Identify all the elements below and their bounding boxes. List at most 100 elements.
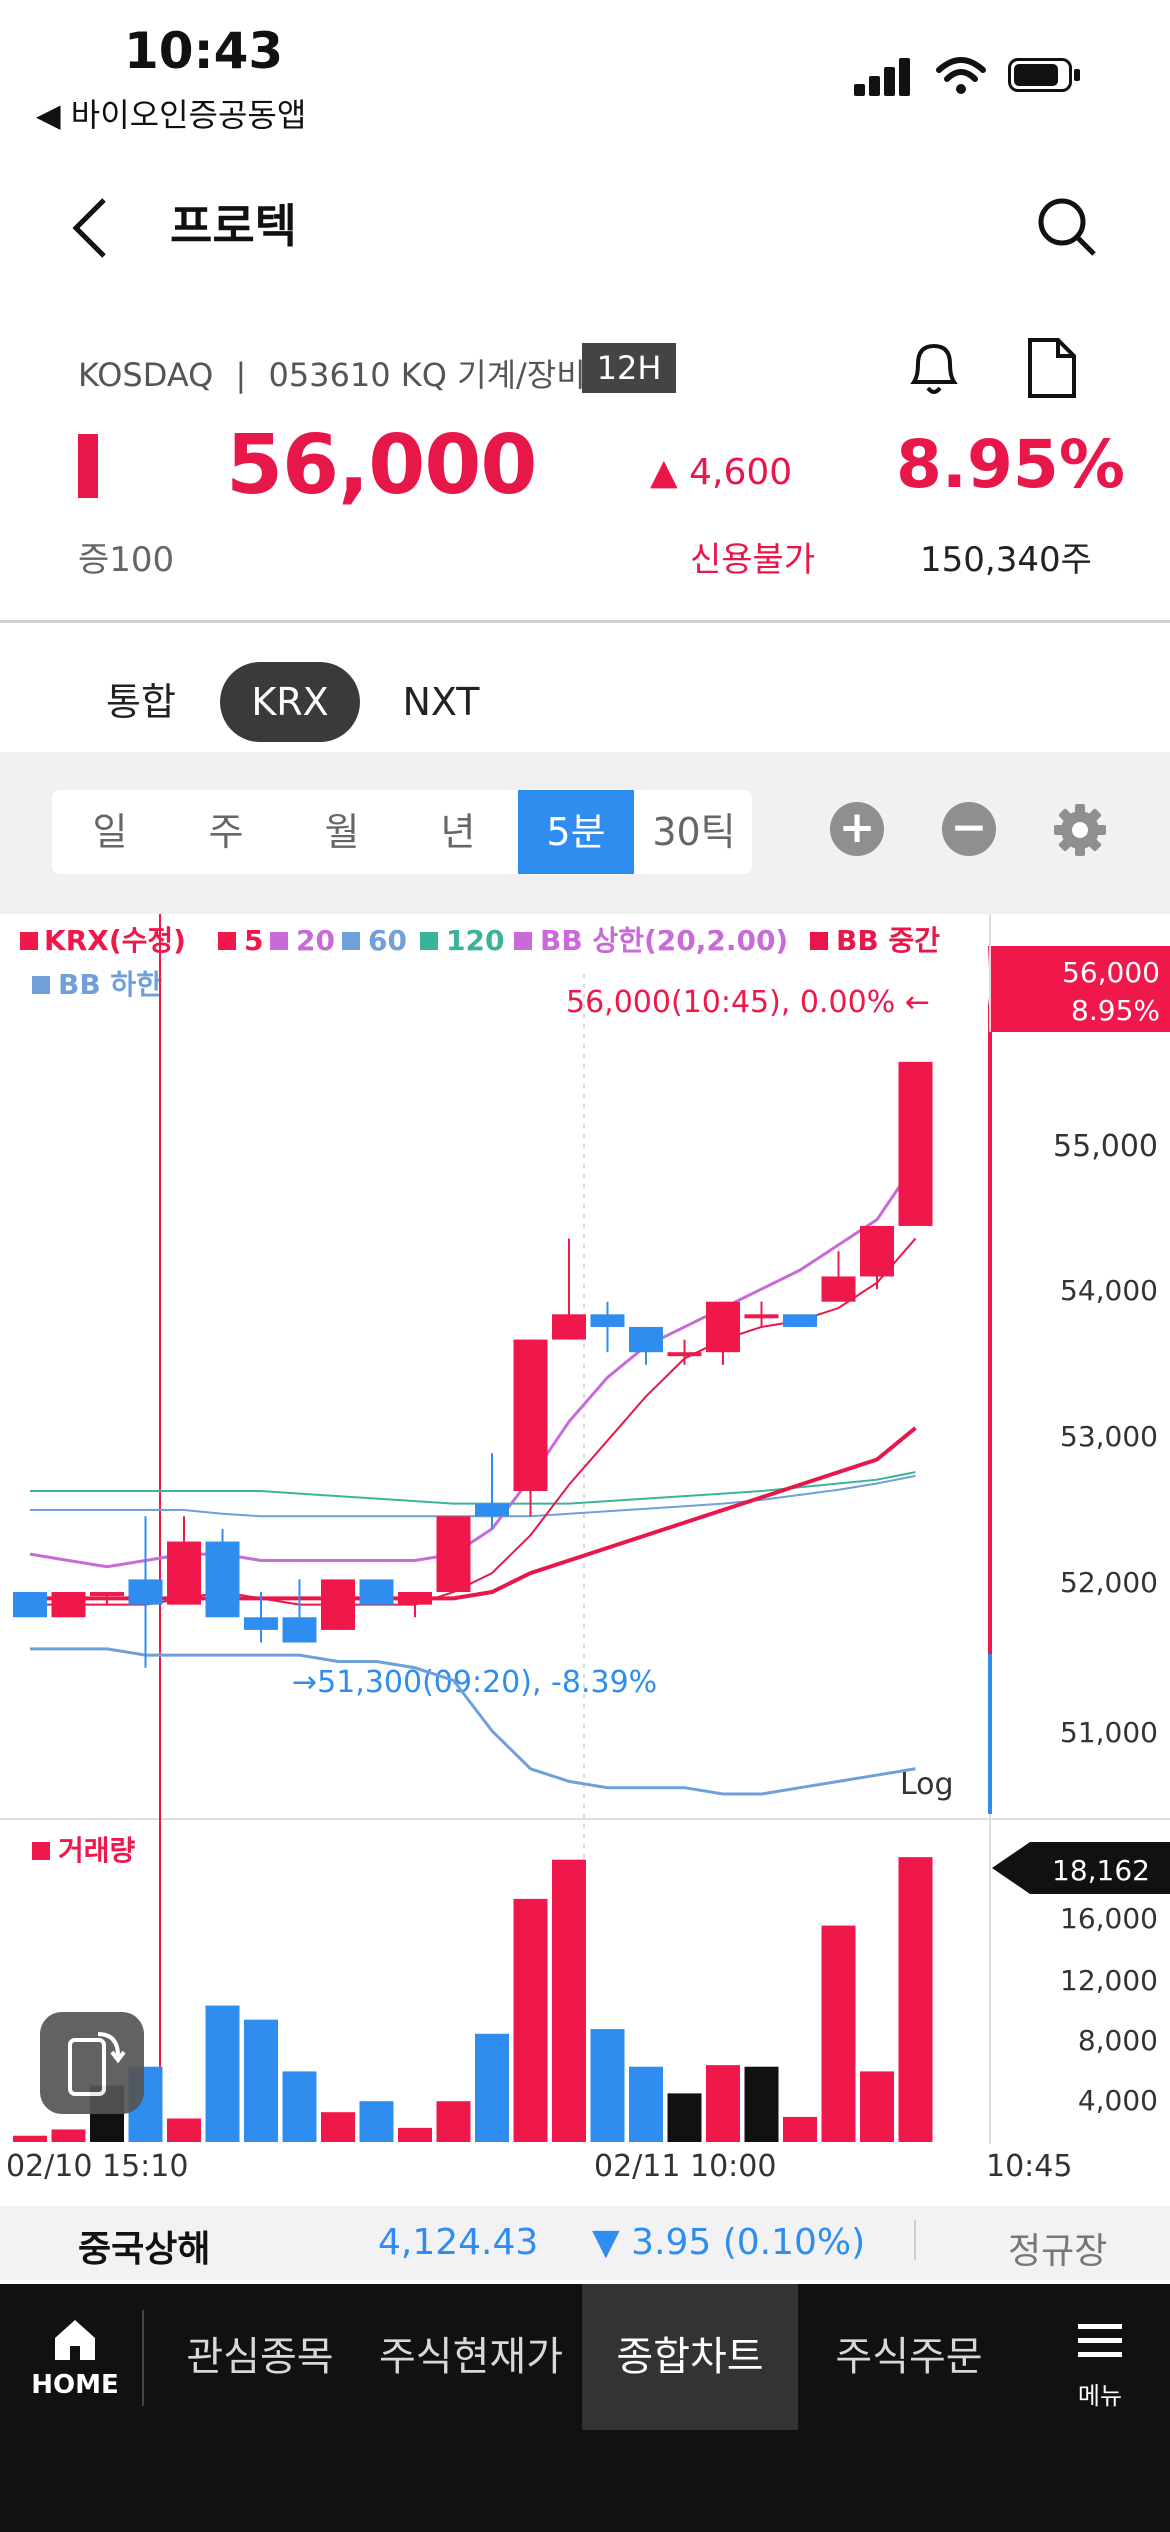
volume-bar bbox=[282, 2071, 317, 2142]
candle-body bbox=[13, 1592, 47, 1618]
price-axis-label: 54,000 bbox=[1060, 1274, 1158, 1307]
period-month[interactable]: 월 bbox=[324, 810, 360, 854]
volume-bar bbox=[398, 2127, 432, 2142]
battery-icon bbox=[1008, 58, 1084, 96]
volume-bar bbox=[436, 2101, 471, 2142]
index-name: 중국상해 bbox=[78, 2229, 211, 2270]
search-icon[interactable] bbox=[1036, 196, 1100, 260]
volume-bar bbox=[552, 1859, 586, 2142]
stock-chart[interactable]: 55,000 54,000 53,000 52,000 51,000 16,00… bbox=[0, 914, 1170, 2206]
nav-current-price[interactable]: 주식현재가 bbox=[379, 2334, 563, 2380]
candle-body bbox=[436, 1516, 471, 1593]
hamburger-icon bbox=[1078, 2324, 1122, 2357]
volume-bar bbox=[629, 2066, 663, 2142]
candle-body bbox=[744, 1314, 779, 1319]
zoom-in-button[interactable]: + bbox=[830, 802, 884, 856]
candle-body bbox=[898, 1061, 933, 1226]
session-badge: 12H bbox=[582, 343, 676, 393]
back-arrow-icon[interactable] bbox=[66, 196, 116, 260]
volume-bar bbox=[590, 2029, 625, 2142]
volume-bar bbox=[51, 2129, 86, 2142]
volume-axis-label: 16,000 bbox=[1060, 1902, 1158, 1935]
price-axis-label: 52,000 bbox=[1060, 1566, 1158, 1599]
nav-order[interactable]: 주식주문 bbox=[835, 2334, 983, 2380]
page-title: 프로텍 bbox=[170, 199, 297, 253]
candle-body bbox=[398, 1592, 432, 1605]
volume-bar bbox=[513, 1898, 548, 2142]
candle-body bbox=[590, 1314, 625, 1327]
trade-volume: 150,340주 bbox=[920, 540, 1092, 580]
period-year[interactable]: 년 bbox=[440, 810, 476, 854]
wifi-icon bbox=[936, 57, 986, 94]
document-icon[interactable] bbox=[1024, 336, 1080, 400]
candle-body bbox=[629, 1326, 663, 1353]
volume-bar bbox=[783, 2116, 817, 2142]
bell-icon[interactable] bbox=[904, 336, 964, 400]
change-percent: 8.95% bbox=[896, 426, 1125, 503]
legend-bb-upper: BB 상한(20,2.00) bbox=[540, 924, 788, 957]
stock-code: 053610 KQ 기계/장비 bbox=[268, 356, 586, 394]
volume-tag-value: 18,162 bbox=[1052, 1854, 1150, 1887]
price-tag-pct: 8.95% bbox=[1071, 994, 1160, 1027]
candle-body bbox=[552, 1314, 586, 1340]
volume-bar bbox=[898, 1857, 933, 2142]
candle-body bbox=[282, 1617, 317, 1643]
legend-ma5: 5 bbox=[244, 924, 263, 957]
tab-nxt[interactable]: NXT bbox=[402, 680, 480, 724]
tab-krx[interactable]: KRX bbox=[220, 662, 360, 742]
price-axis-label: 51,000 bbox=[1060, 1716, 1158, 1749]
candle-body bbox=[860, 1225, 894, 1277]
period-day[interactable]: 일 bbox=[92, 810, 128, 854]
volume-bar bbox=[167, 2118, 201, 2142]
candle-body bbox=[475, 1503, 509, 1517]
legend-volume: 거래량 bbox=[58, 1834, 136, 1867]
candle-body bbox=[167, 1541, 201, 1605]
session-status: 정규장 bbox=[1008, 2231, 1108, 2272]
stock-meta: KOSDAQ | 053610 KQ 기계/장비 bbox=[78, 350, 586, 396]
tab-integrated[interactable]: 통합 bbox=[106, 680, 176, 724]
period-5min[interactable]: 5분 bbox=[518, 790, 634, 874]
legend-bb-mid: BB 중간 bbox=[836, 924, 940, 957]
period-30tick[interactable]: 30틱 bbox=[652, 810, 736, 854]
candle-body bbox=[51, 1592, 86, 1618]
price-change: ▲ 4,600 bbox=[650, 452, 793, 493]
signal-icon bbox=[854, 58, 910, 96]
market-label: KOSDAQ bbox=[78, 356, 214, 394]
volume-bar bbox=[205, 2005, 240, 2142]
rotate-screen-button[interactable] bbox=[40, 2012, 144, 2114]
index-ticker[interactable]: 중국상해 4,124.43 ▼ 3.95 (0.10%) 정규장 bbox=[0, 2206, 1170, 2280]
nav-chart[interactable]: 종합차트 bbox=[582, 2284, 798, 2430]
volume-bar bbox=[706, 2065, 740, 2142]
legend-ma60: 60 bbox=[368, 924, 407, 957]
ma60-line bbox=[30, 1474, 916, 1518]
low-annotation: →51,300(09:20), -8.39% bbox=[292, 1665, 657, 1700]
volume-bar bbox=[744, 2066, 779, 2142]
nav-home[interactable]: HOME bbox=[30, 2310, 120, 2410]
nav-watchlist[interactable]: 관심종목 bbox=[186, 2334, 334, 2380]
volume-axis-label: 4,000 bbox=[1078, 2084, 1158, 2117]
time-axis-label: 10:45 bbox=[986, 2149, 1072, 2184]
settings-gear-icon[interactable] bbox=[1052, 802, 1108, 858]
legend-bb-lower: BB 하한 bbox=[58, 968, 162, 1001]
back-to-app-link[interactable]: ◀ 바이오인증공동앱 bbox=[36, 96, 307, 134]
nav-menu-label: 메뉴 bbox=[1077, 2382, 1123, 2410]
candle-body bbox=[359, 1579, 394, 1605]
period-week[interactable]: 주 bbox=[208, 810, 244, 854]
credit-status: 신용불가 bbox=[690, 540, 816, 580]
price-tag-value: 56,000 bbox=[1062, 956, 1160, 989]
high-annotation: 56,000(10:45), 0.00% ← bbox=[566, 985, 930, 1020]
volume-bar bbox=[821, 1925, 856, 2142]
period-selector bbox=[52, 790, 752, 874]
legend-ma20: 20 bbox=[296, 924, 335, 957]
margin-rate: 증100 bbox=[78, 540, 175, 580]
meta-separator: | bbox=[235, 356, 247, 394]
log-scale-label: Log bbox=[900, 1767, 954, 1802]
zoom-out-button[interactable]: − bbox=[942, 802, 996, 856]
index-change: ▼ 3.95 (0.10%) bbox=[592, 2222, 866, 2263]
status-time: 10:43 bbox=[124, 22, 284, 80]
candle-body bbox=[783, 1314, 817, 1327]
nav-menu[interactable]: 메뉴 bbox=[1060, 2316, 1140, 2412]
home-icon bbox=[55, 2320, 95, 2360]
volume-bar bbox=[667, 2093, 702, 2142]
ma120-line bbox=[30, 1471, 916, 1505]
